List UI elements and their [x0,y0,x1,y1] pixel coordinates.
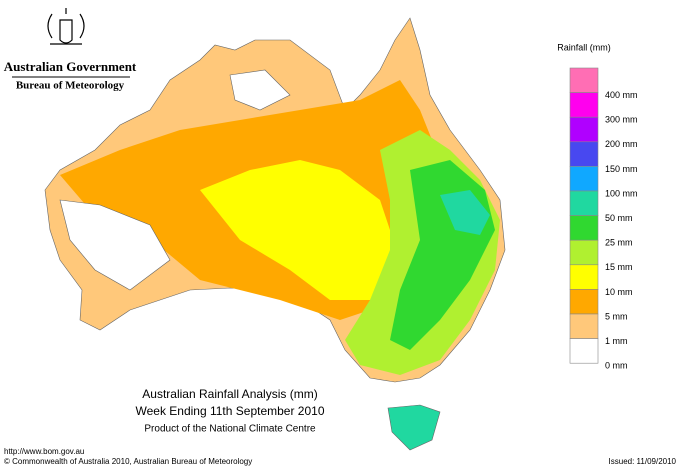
legend-swatch [569,215,599,241]
dry-patch-west [59,199,171,291]
legend-label: 300 mm [605,115,638,125]
legend-swatch [569,190,599,216]
legend-swatch [569,166,599,192]
government-name: Australian Government [4,59,137,74]
source-url: http://www.bom.gov.au [4,447,84,456]
legend-label: 0 mm [605,361,628,371]
legend-label: 15 mm [605,262,633,272]
legend-title: Rainfall (mm) [557,42,611,52]
legend-label: 5 mm [605,311,628,321]
legend-label: 200 mm [605,139,638,149]
bureau-name: Bureau of Meteorology [16,80,125,92]
crest [47,8,85,45]
legend-label: 100 mm [605,188,638,198]
legend-swatch [569,264,599,290]
issue-date: Issued: 11/09/2010 [609,457,677,466]
copyright: © Commonwealth of Australia 2010, Austra… [4,457,252,466]
legend-swatch [569,338,599,364]
legend-swatch [569,116,599,143]
legend-label: 25 mm [605,238,633,248]
legend-swatch [569,141,599,167]
yellow-zone [200,160,400,300]
legend-swatch [569,289,599,315]
legend-label: 50 mm [605,213,633,223]
legend: 400 mm 300 mm 200 mm 150 mm 100 mm 50 mm 25 mm… [569,67,638,371]
map-title: Australian Rainfall Analysis (mm) [142,387,317,401]
legend-swatch [569,67,599,93]
legend-label: 150 mm [605,164,638,174]
teal-patch [440,190,490,235]
legend-label: 10 mm [605,287,633,297]
rainfall-map [44,17,506,451]
map-subtitle: Week Ending 11th September 2010 [135,404,324,418]
legend-label: 400 mm [605,90,638,100]
legend-swatch [569,239,599,266]
legend-swatch [569,313,599,339]
legend-label: 1 mm [605,336,628,346]
tasmania [387,404,441,451]
dry-patch-north [229,69,291,111]
legend-swatch [569,92,599,118]
map-credit: Product of the National Climate Centre [144,424,316,435]
